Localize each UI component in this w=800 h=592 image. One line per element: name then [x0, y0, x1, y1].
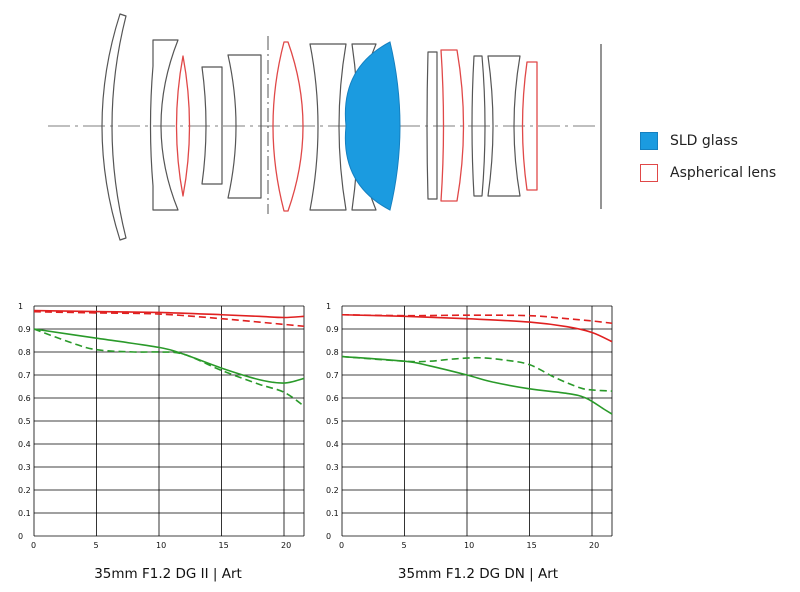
- y-tick-label: 0.4: [18, 440, 31, 449]
- mtf-series-line-3: [341, 355, 613, 415]
- lens-construction-diagram: [48, 13, 602, 241]
- y-tick-label: 0.9: [18, 325, 31, 334]
- mtf-series-line-1: [341, 313, 613, 343]
- aspherical-lens-element-3: [175, 55, 191, 197]
- y-tick-label: 1: [18, 302, 23, 311]
- x-tick-label: 20: [589, 541, 599, 550]
- y-tick-label: 0.2: [18, 486, 31, 495]
- y-tick-label: 0.9: [326, 325, 339, 334]
- legend-item-sld: SLD glass: [640, 132, 738, 150]
- chart-title-dg-ii: 35mm F1.2 DG II | Art: [94, 566, 242, 582]
- x-tick-label: 15: [219, 541, 229, 550]
- y-tick-label: 0.8: [18, 348, 31, 357]
- mtf-series-line-2: [341, 313, 613, 325]
- lens-element-7: [309, 43, 347, 211]
- aspherical-lens-element-6: [272, 41, 304, 212]
- mtf-chart-dg-ii: 1 0.9 0.8 0.7 0.6 0.5 0.4 0.3 0.2 0.1 0 0 5 10 15 20: [16, 302, 316, 552]
- x-tick-label: 0: [31, 541, 36, 550]
- legend-item-aspherical: Aspherical lens: [640, 164, 776, 182]
- y-tick-label: 0.2: [326, 486, 339, 495]
- mtf-series-line-2: [33, 310, 305, 328]
- x-tick-label: 5: [402, 541, 407, 550]
- y-tick-label: 0.7: [326, 371, 339, 380]
- x-tick-label: 15: [527, 541, 537, 550]
- mtf-chart-dg-dn-plot: 1 0.9 0.8 0.7 0.6 0.5 0.4 0.3 0.2 0.1 00 5 10 15 20: [326, 302, 613, 550]
- y-tick-label: 0.1: [326, 509, 339, 518]
- lens-element-12: [471, 55, 486, 197]
- lens-element-13: [487, 55, 521, 197]
- aspherical-lens-element-9: [440, 49, 465, 202]
- y-tick-label: 0.3: [18, 463, 31, 472]
- x-tick-label: 20: [281, 541, 291, 550]
- y-tick-label: 0.8: [326, 348, 339, 357]
- lens-element-2: [149, 39, 179, 211]
- y-tick-label: 0.4: [326, 440, 339, 449]
- lens-element-5: [227, 54, 262, 199]
- mtf-series-line-3: [33, 328, 305, 384]
- mtf-series-line-4: [33, 328, 305, 407]
- mtf-chart-dg-dn: 1 0.9 0.8 0.7 0.6 0.5 0.4 0.3 0.2 0.1 0 0 5 10 15 20: [324, 302, 624, 552]
- mtf-series-line-1: [33, 309, 305, 319]
- lens-element-1: [101, 13, 127, 241]
- y-tick-label: 0.5: [326, 417, 339, 426]
- aspherical-lens-element-14: [521, 61, 538, 191]
- x-tick-label: 5: [94, 541, 99, 550]
- x-tick-label: 0: [339, 541, 344, 550]
- x-tick-label: 10: [464, 541, 474, 550]
- y-tick-label: 0.7: [18, 371, 31, 380]
- y-tick-label: 0.1: [18, 509, 31, 518]
- legend-label-sld: SLD glass: [670, 133, 738, 149]
- lens-element-4: [201, 66, 223, 185]
- y-tick-label: 1: [326, 302, 331, 311]
- sld-glass-element: [344, 41, 401, 211]
- chart-title-dg-dn: 35mm F1.2 DG DN | Art: [397, 566, 559, 582]
- legend-label-aspherical: Aspherical lens: [670, 165, 777, 181]
- sld-swatch: [640, 132, 658, 150]
- y-tick-label: 0.6: [18, 394, 31, 403]
- mtf-series-line-4: [341, 355, 613, 392]
- mtf-chart-dg-ii-plot: 1 0.9 0.8 0.7 0.6 0.5 0.4 0.3 0.2 0.1 00 5 10 15 20: [18, 302, 305, 550]
- y-tick-label: 0: [18, 532, 23, 541]
- y-tick-label: 0.5: [18, 417, 31, 426]
- y-tick-label: 0.3: [326, 463, 339, 472]
- aspherical-swatch: [640, 164, 658, 182]
- lens-element-10: [426, 51, 438, 200]
- x-tick-label: 10: [156, 541, 166, 550]
- y-tick-label: 0.6: [326, 394, 339, 403]
- y-tick-label: 0: [326, 532, 331, 541]
